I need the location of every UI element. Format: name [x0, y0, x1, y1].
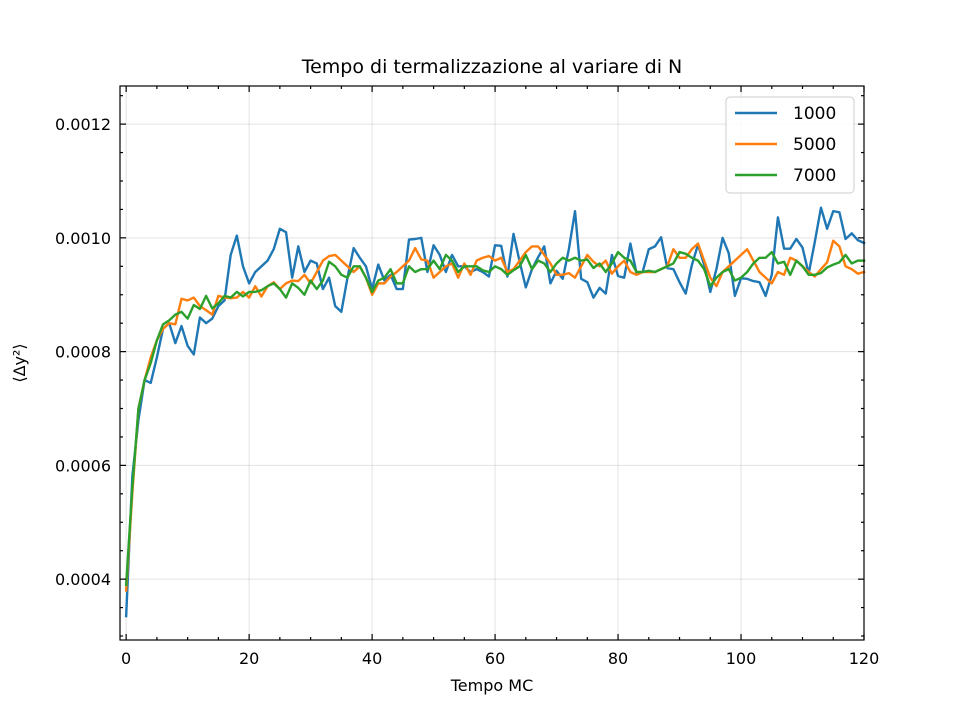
x-tick-label: 100	[726, 649, 757, 668]
series-line-7000	[124, 250, 866, 587]
x-tick-label: 80	[608, 649, 628, 668]
y-tick-label: 0.0010	[55, 229, 111, 248]
y-axis-label: ⟨Δy²⟩	[10, 343, 29, 382]
legend-label-1000: 1000	[793, 104, 836, 124]
x-tick-label: 60	[485, 649, 505, 668]
x-tick-label: 20	[239, 649, 259, 668]
x-tick-label: 120	[849, 649, 880, 668]
legend-label-5000: 5000	[793, 135, 836, 155]
x-axis-label: Tempo MC	[450, 676, 534, 695]
axis-ticks: 0 20 40 60 80 100 120 0.0004 0.0006 0.0008 0.0010 0…	[55, 86, 879, 668]
legend: 1000 5000 7000	[725, 96, 855, 194]
x-tick-label: 0	[121, 649, 131, 668]
chart-title: Tempo di termalizzazione al variare di N	[301, 56, 683, 78]
y-tick-label: 0.0006	[55, 456, 111, 475]
y-tick-label: 0.0012	[55, 115, 111, 134]
y-tick-label: 0.0004	[55, 570, 111, 589]
y-tick-label: 0.0008	[55, 343, 111, 362]
legend-box	[725, 96, 855, 194]
plot-frame	[119, 85, 865, 641]
plot-series	[124, 206, 866, 618]
legend-label-7000: 7000	[793, 166, 836, 186]
series-line-5000	[124, 239, 866, 592]
x-tick-label: 40	[362, 649, 382, 668]
